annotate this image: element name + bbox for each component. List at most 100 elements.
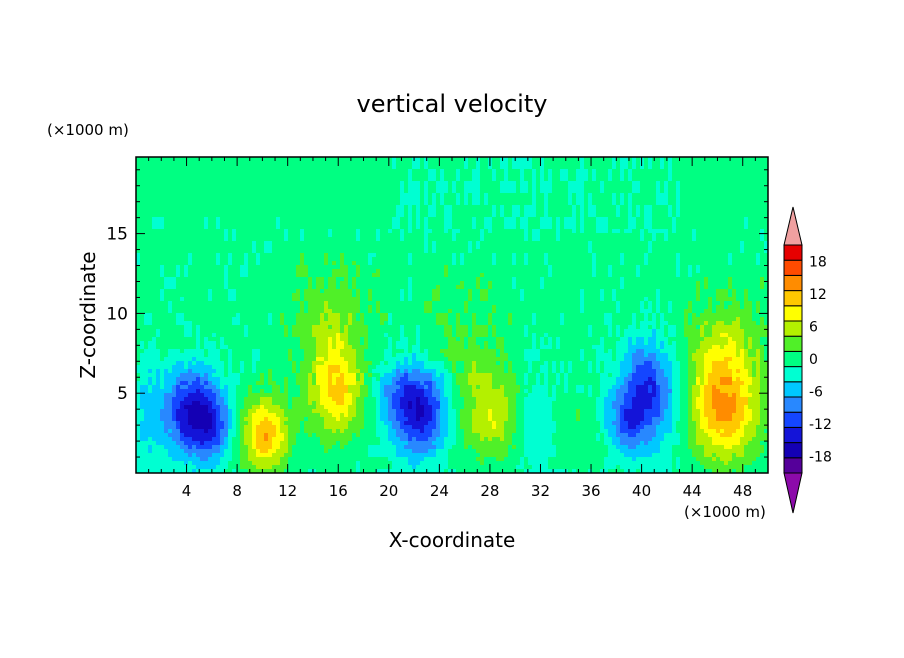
field-cell — [368, 201, 372, 205]
field-cell — [636, 225, 640, 229]
field-cell — [664, 209, 668, 213]
field-cell — [688, 209, 692, 213]
field-cell — [192, 161, 196, 165]
field-cell — [512, 261, 516, 265]
field-cell — [752, 197, 756, 201]
field-cell — [564, 169, 568, 173]
field-cell — [644, 169, 648, 173]
field-cell — [716, 237, 720, 241]
field-cell — [184, 209, 188, 213]
field-cell — [696, 209, 700, 213]
field-cell — [692, 177, 696, 181]
field-cell — [532, 209, 536, 213]
field-cell — [208, 277, 212, 281]
field-cell — [308, 237, 312, 241]
field-cell — [656, 189, 660, 193]
field-cell — [296, 181, 300, 185]
field-cell — [616, 205, 620, 209]
field-cell — [432, 281, 436, 285]
field-cell — [388, 257, 392, 261]
field-cell — [576, 265, 580, 269]
field-cell — [696, 261, 700, 265]
field-cell — [224, 221, 228, 225]
field-cell — [380, 165, 384, 169]
field-cell — [228, 237, 232, 241]
field-cell — [204, 245, 208, 249]
field-cell — [564, 249, 568, 253]
field-cell — [268, 233, 272, 237]
field-cell — [292, 253, 296, 257]
field-cell — [720, 157, 724, 161]
field-cell — [404, 261, 408, 265]
field-cell — [176, 245, 180, 249]
field-cell — [152, 189, 156, 193]
field-cell — [380, 181, 384, 185]
field-cell — [360, 157, 364, 161]
field-cell — [256, 205, 260, 209]
field-cell — [516, 197, 520, 201]
field-cell — [276, 193, 280, 197]
field-cell — [696, 201, 700, 205]
field-cell — [260, 169, 264, 173]
field-cell — [404, 173, 408, 177]
field-cell — [420, 269, 424, 273]
field-cell — [632, 209, 636, 213]
field-cell — [688, 173, 692, 177]
field-cell — [180, 181, 184, 185]
field-cell — [400, 201, 404, 205]
field-cell — [704, 233, 708, 237]
field-cell — [304, 185, 308, 189]
field-cell — [616, 157, 620, 161]
field-cell — [196, 241, 200, 245]
field-cell — [476, 217, 480, 221]
field-cell — [640, 245, 644, 249]
field-cell — [616, 185, 620, 189]
field-cell — [332, 273, 336, 277]
field-cell — [304, 205, 308, 209]
field-cell — [360, 277, 364, 281]
field-cell — [404, 157, 408, 161]
field-cell — [608, 261, 612, 265]
field-cell — [660, 193, 664, 197]
field-cell — [316, 257, 320, 261]
field-cell — [232, 265, 236, 269]
field-cell — [560, 185, 564, 189]
field-cell — [152, 173, 156, 177]
field-cell — [244, 165, 248, 169]
field-cell — [588, 233, 592, 237]
field-cell — [480, 181, 484, 185]
field-cell — [476, 213, 480, 217]
field-cell — [548, 269, 552, 273]
field-cell — [572, 225, 576, 229]
field-cell — [552, 205, 556, 209]
field-cell — [556, 241, 560, 245]
field-cell — [520, 213, 524, 217]
field-cell — [520, 193, 524, 197]
field-cell — [720, 229, 724, 233]
field-cell — [544, 201, 548, 205]
field-cell — [160, 197, 164, 201]
field-cell — [696, 213, 700, 217]
field-cell — [260, 213, 264, 217]
field-cell — [248, 221, 252, 225]
field-cell — [268, 213, 272, 217]
field-cell — [348, 165, 352, 169]
field-cell — [620, 221, 624, 225]
field-cell — [360, 193, 364, 197]
field-cell — [564, 173, 568, 177]
field-cell — [584, 229, 588, 233]
field-cell — [660, 257, 664, 261]
field-cell — [484, 173, 488, 177]
field-cell — [428, 257, 432, 261]
field-cell — [480, 257, 484, 261]
field-cell — [452, 229, 456, 233]
field-cell — [764, 161, 768, 165]
field-cell — [368, 261, 372, 265]
field-cell — [244, 237, 248, 241]
field-cell — [392, 245, 396, 249]
field-cell — [748, 209, 752, 213]
field-cell — [332, 253, 336, 257]
field-cell — [428, 161, 432, 165]
field-cell — [328, 281, 332, 285]
field-cell — [568, 269, 572, 273]
